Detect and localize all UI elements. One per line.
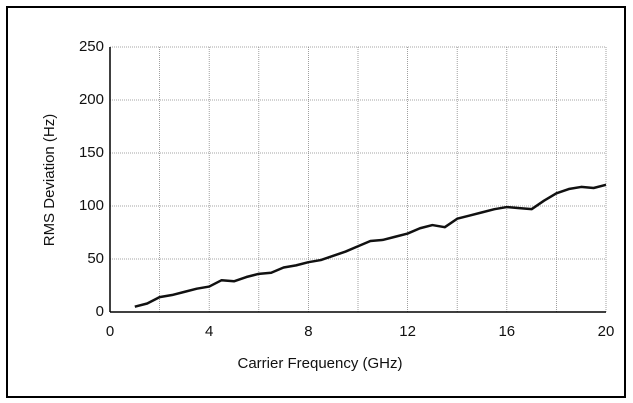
x-tick-label: 0 (106, 323, 114, 340)
data-line (134, 183, 607, 308)
x-tick-label: 4 (205, 323, 213, 340)
y-tick-label: 150 (79, 144, 104, 161)
y-tick-label: 50 (87, 250, 104, 267)
y-tick-label: 0 (96, 303, 104, 320)
y-tick-label: 100 (79, 197, 104, 214)
y-axis-label: RMS Deviation (Hz) (41, 114, 58, 247)
frame (6, 6, 626, 398)
x-tick-label: 16 (498, 323, 515, 340)
x-tick-label: 12 (399, 323, 416, 340)
x-axis-label: Carrier Frequency (GHz) (237, 355, 402, 372)
x-tick-label: 8 (304, 323, 312, 340)
y-tick-label: 200 (79, 91, 104, 108)
x-tick-label: 20 (598, 323, 615, 340)
y-tick-label: 250 (79, 38, 104, 55)
